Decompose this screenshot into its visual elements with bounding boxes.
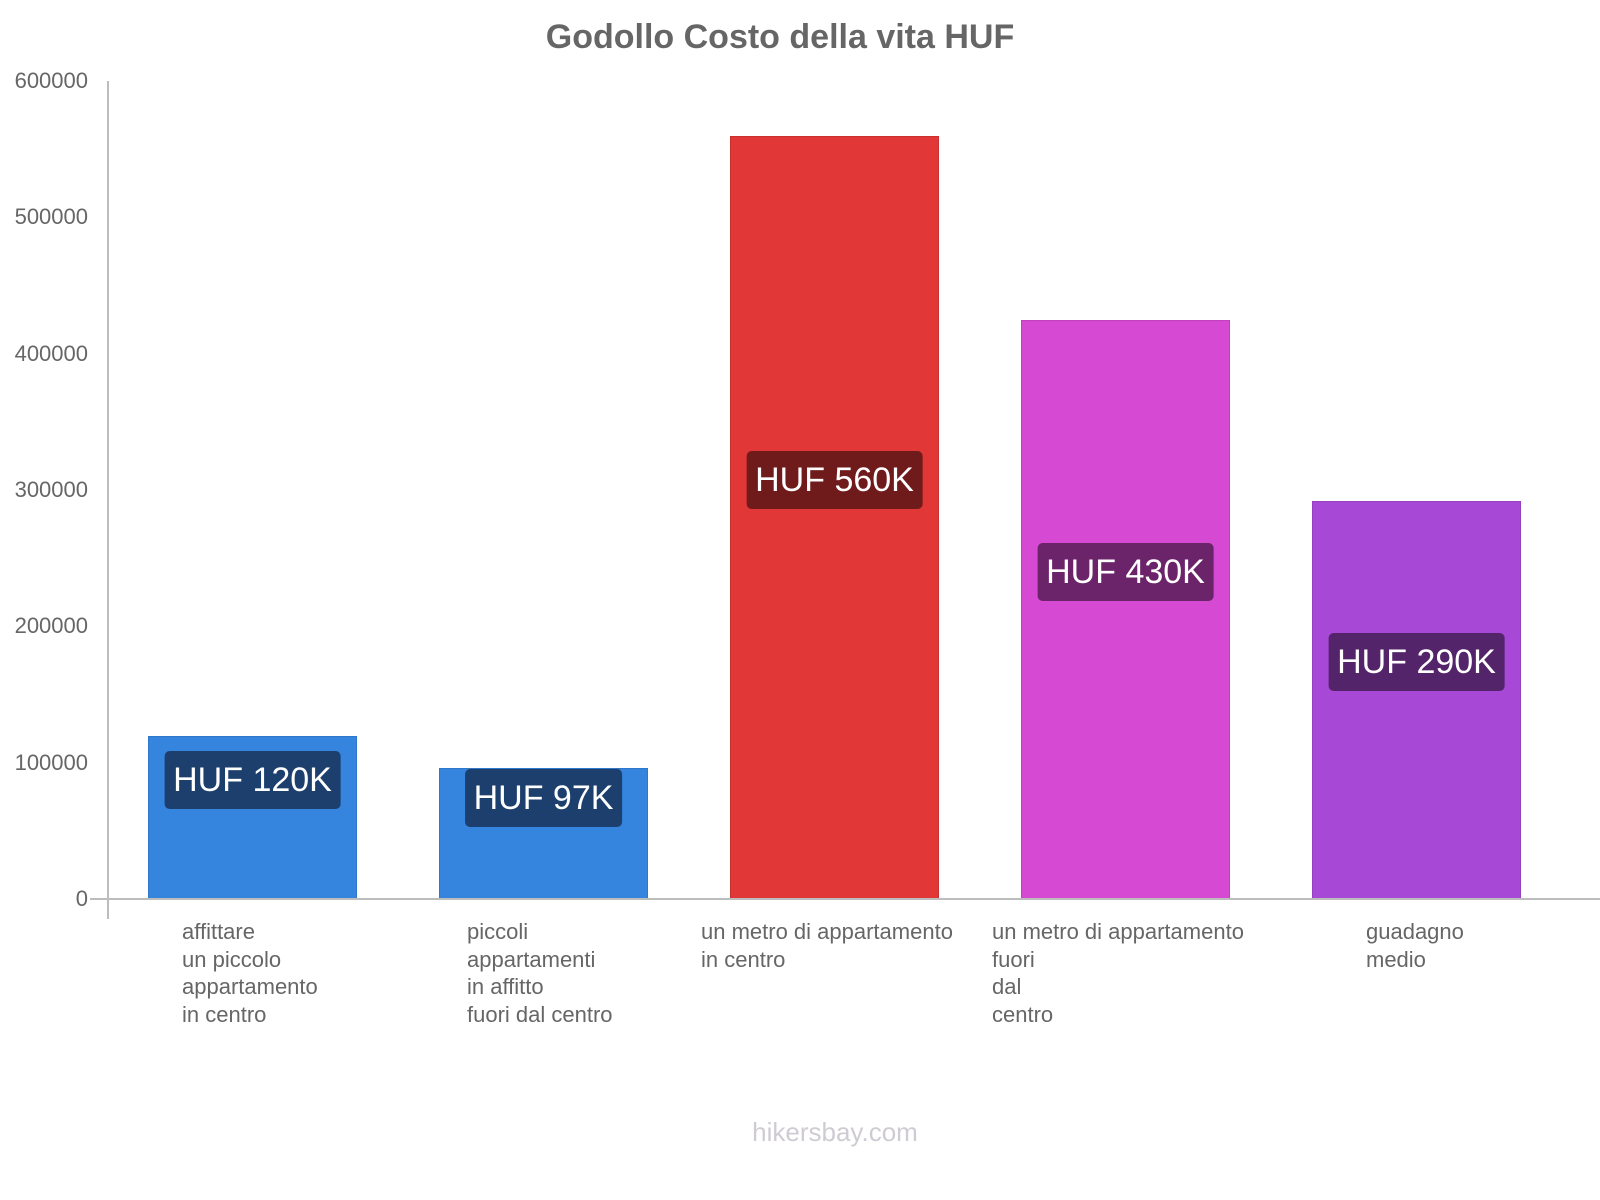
- y-tick-0: 0: [75, 886, 88, 911]
- x-label-average-salary: guadagno medio: [1366, 919, 1464, 972]
- y-tick-300000: 300000: [14, 477, 88, 502]
- bar-sqm-outside: HUF 430K: [1021, 320, 1230, 899]
- bar-rent-small-outside: HUF 97K: [439, 768, 648, 899]
- y-axis-line: [107, 81, 109, 919]
- watermark: hikersbay.com: [752, 1117, 918, 1147]
- chart-title: Godollo Costo della vita HUF: [545, 18, 1015, 56]
- bar-value-label: HUF 430K: [1037, 543, 1214, 601]
- x-label-sqm-outside: un metro di appartamento fuori dal centr…: [992, 919, 1244, 1027]
- y-tick-200000: 200000: [14, 613, 88, 638]
- x-axis-line: [90, 898, 1600, 900]
- x-label-sqm-center: un metro di appartamento in centro: [701, 919, 953, 972]
- bar-rent-small-center: HUF 120K: [148, 736, 357, 899]
- y-tick-100000: 100000: [14, 750, 88, 775]
- y-tick-600000: 600000: [14, 68, 88, 93]
- bar-sqm-center: HUF 560K: [730, 136, 939, 899]
- bar-value-label: HUF 97K: [464, 769, 623, 827]
- x-label-rent-small-outside: piccoli appartamenti in affitto fuori da…: [467, 919, 613, 1027]
- bar-value-label: HUF 120K: [164, 751, 341, 809]
- y-tick-500000: 500000: [14, 204, 88, 229]
- x-label-rent-small-center: affittare un piccolo appartamento in cen…: [182, 919, 318, 1027]
- y-tick-400000: 400000: [14, 341, 88, 366]
- bar-value-label: HUF 290K: [1328, 633, 1505, 691]
- bar-average-salary: HUF 290K: [1312, 501, 1521, 899]
- bar-value-label: HUF 560K: [746, 451, 923, 509]
